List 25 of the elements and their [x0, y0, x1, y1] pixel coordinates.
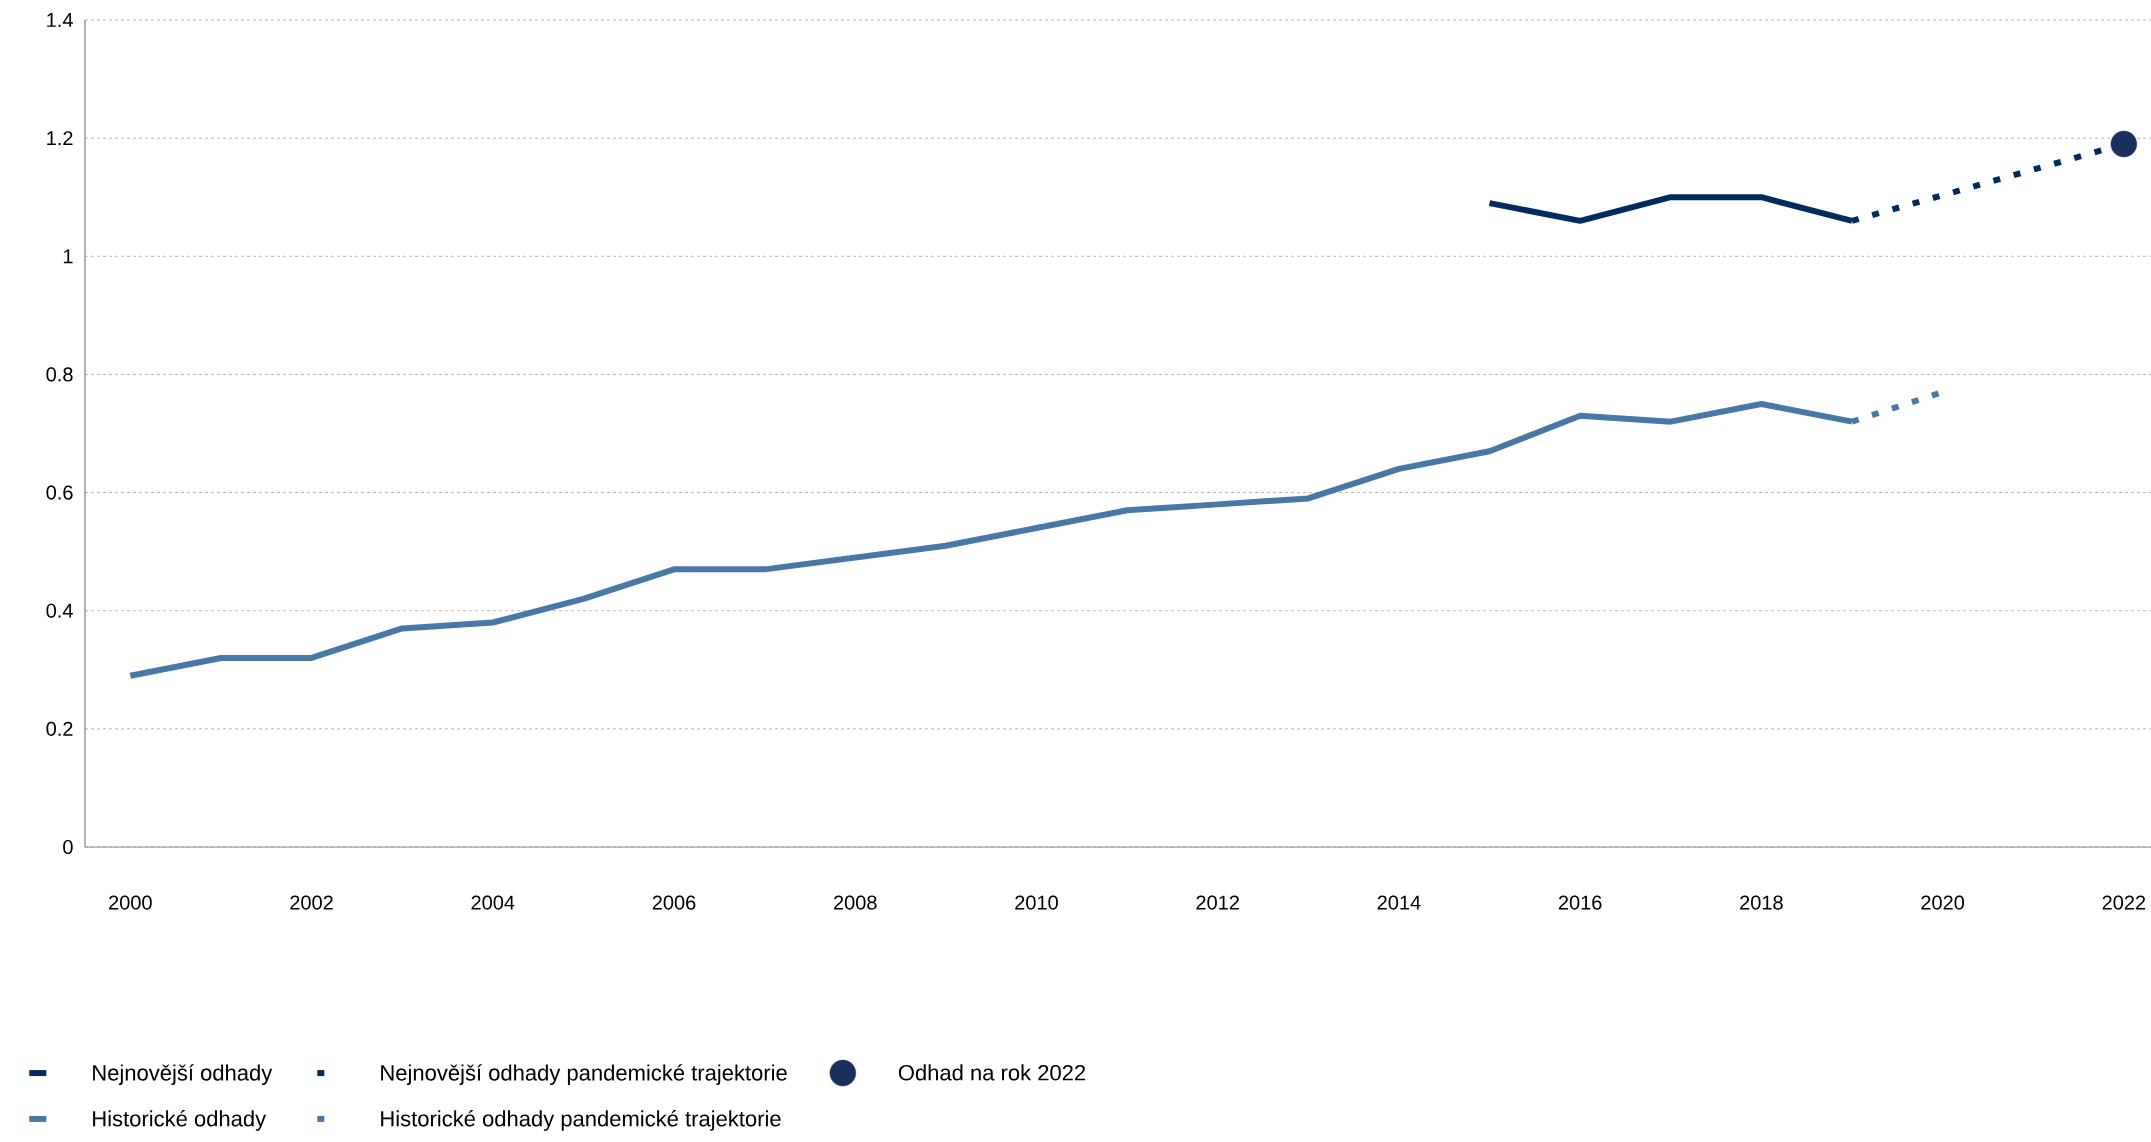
x-tick-label: 2022: [2102, 895, 2146, 910]
x-tick-label: 2004: [471, 895, 515, 910]
y-tick-label: 0.8: [46, 367, 73, 382]
x-tick-label: 2006: [652, 895, 696, 910]
legend-label: Odhad na rok 2022: [898, 1064, 1086, 1081]
x-tick-label: 2018: [1740, 895, 1783, 910]
y-tick-label: 0.2: [46, 721, 73, 736]
y-tick-label: 0: [63, 839, 73, 855]
legend-label: Historické odhady pandemické trajektorie: [381, 1110, 781, 1131]
y-tick-label: 1.2: [47, 131, 73, 146]
x-tick-label: 2010: [1015, 895, 1058, 910]
x-tick-label: 2016: [1558, 895, 1602, 910]
x-tick-label: 2008: [833, 895, 877, 910]
legend-label: Nejnovější odhady pandemické trajektorie: [381, 1064, 787, 1085]
x-tick-label: 2000: [109, 895, 152, 910]
y-tick-label: 0.4: [46, 603, 73, 618]
y-tick-label: 1: [63, 249, 73, 264]
y-tick-label: 0.6: [46, 485, 73, 500]
y-tick-label: 1.4: [47, 13, 73, 27]
x-tick-label: 2012: [1196, 895, 1239, 910]
x-tick-label: 2014: [1377, 895, 1421, 910]
legend-label: Historické odhady: [93, 1110, 267, 1131]
legend-label: Nejnovější odhady: [93, 1064, 273, 1085]
x-tick-label: 2002: [290, 895, 333, 910]
x-tick-label: 2020: [1921, 895, 1965, 910]
